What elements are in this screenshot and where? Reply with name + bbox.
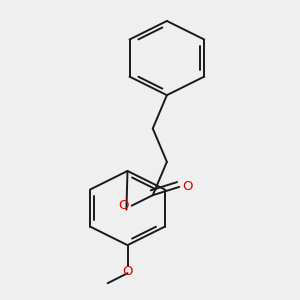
Text: O: O: [182, 180, 193, 193]
Text: O: O: [118, 199, 129, 212]
Text: O: O: [122, 266, 133, 278]
